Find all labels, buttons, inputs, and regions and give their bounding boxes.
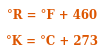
Text: °K = °C + 273: °K = °C + 273: [6, 35, 98, 48]
Text: °R = °F + 460: °R = °F + 460: [7, 9, 97, 22]
